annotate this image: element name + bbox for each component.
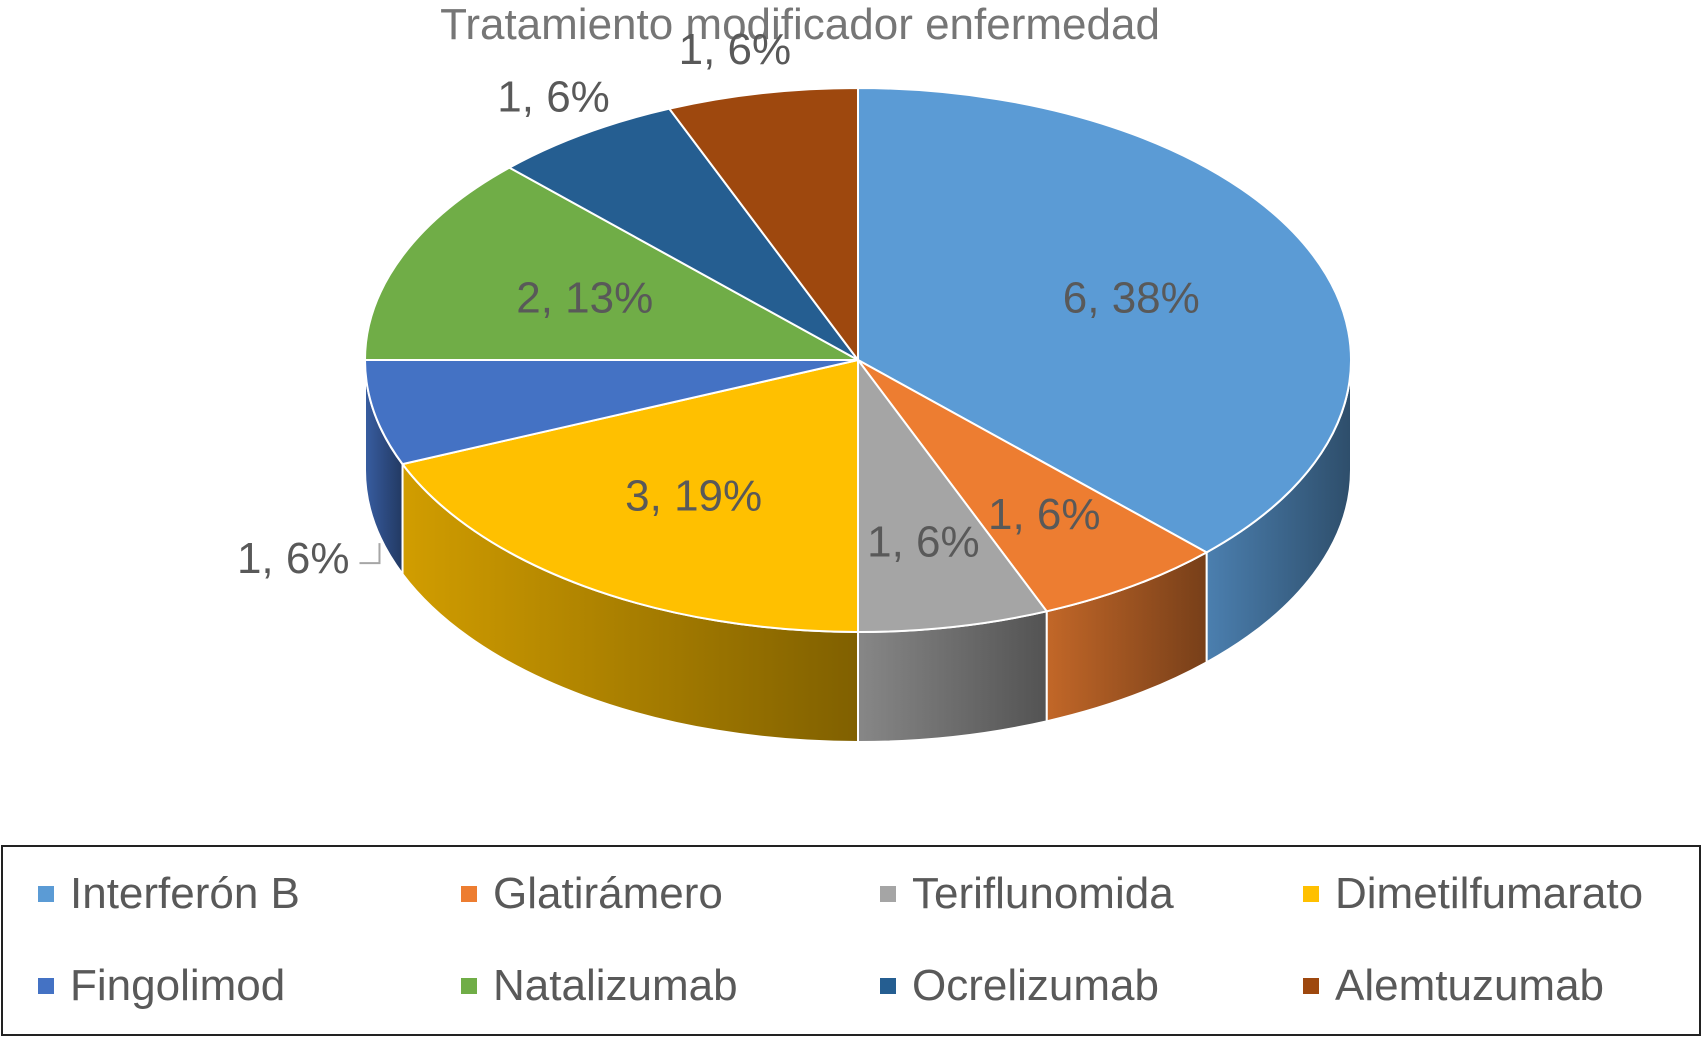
pie-slices <box>363 86 1352 634</box>
pie-slice-natalizumab <box>363 166 859 361</box>
data-label-teriflunomida: 1, 6% <box>867 517 980 566</box>
legend-item: Teriflunomida <box>880 869 1174 919</box>
data-label-alemtuzumab: 1, 6% <box>679 25 792 74</box>
legend-item: Ocrelizumab <box>880 961 1159 1011</box>
pie-slice-glatir-mero <box>857 359 1209 613</box>
legend-swatch <box>880 886 896 902</box>
legend-swatch <box>880 978 896 994</box>
legend-label: Interferón B <box>70 869 300 918</box>
legend: Interferón B Glatirámero Teriflunomida Dime… <box>1 845 1701 1036</box>
pie-slice-alemtuzumab <box>667 86 859 363</box>
legend-label: Glatirámero <box>493 869 723 918</box>
data-label-glatir-mero: 1, 6% <box>988 490 1101 539</box>
legend-item: Fingolimod <box>38 961 285 1011</box>
legend-item: Glatirámero <box>461 869 723 919</box>
legend-swatch <box>461 886 477 902</box>
legend-swatch <box>1303 886 1319 902</box>
legend-label: Teriflunomida <box>912 869 1174 918</box>
chart-title: Tratamiento modificador enfermedad <box>440 0 1160 49</box>
pie-chart: 6, 38%1, 6%1, 6%3, 19%1, 6%2, 13%1, 6%1,… <box>237 25 1352 744</box>
pie-slice-fingolimod <box>363 359 859 466</box>
pie-slice-ocrelizumab <box>507 107 859 361</box>
legend-swatch <box>38 886 54 902</box>
pie-slice-interfer-n-b <box>857 86 1352 554</box>
data-labels: 6, 38%1, 6%1, 6%3, 19%1, 6%2, 13%1, 6%1,… <box>237 25 1200 583</box>
legend-item: Dimetilfumarato <box>1303 869 1643 919</box>
legend-label: Alemtuzumab <box>1335 961 1605 1010</box>
data-label-interfer-n-b: 6, 38% <box>1063 274 1200 323</box>
legend-item: Interferón B <box>38 869 300 919</box>
legend-label: Dimetilfumarato <box>1335 869 1644 918</box>
data-label-dimetilfumarato: 3, 19% <box>625 472 762 521</box>
legend-swatch <box>461 978 477 994</box>
leader-line <box>359 543 381 565</box>
pie-side-walls <box>364 359 1352 744</box>
data-label-fingolimod: 1, 6% <box>237 534 350 583</box>
data-label-natalizumab: 2, 13% <box>516 274 653 323</box>
data-label-ocrelizumab: 1, 6% <box>497 72 610 121</box>
legend-label: Ocrelizumab <box>912 961 1159 1010</box>
legend-item: Alemtuzumab <box>1303 961 1604 1011</box>
legend-label: Natalizumab <box>493 961 738 1010</box>
legend-item: Natalizumab <box>461 961 738 1011</box>
pie-slice-teriflunomida <box>857 357 1049 634</box>
legend-label: Fingolimod <box>70 961 286 1010</box>
pie-slice-dimetilfumarato <box>400 358 859 634</box>
legend-swatch <box>38 978 54 994</box>
legend-swatch <box>1303 978 1319 994</box>
